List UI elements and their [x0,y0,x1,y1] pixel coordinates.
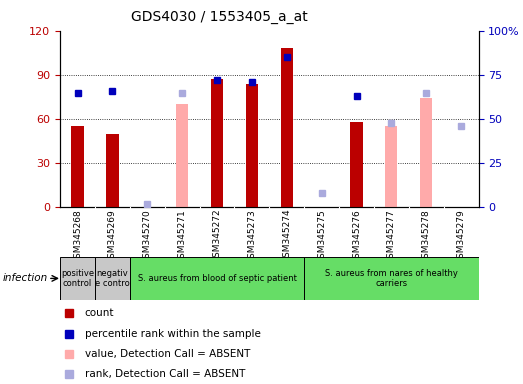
Bar [95,257,130,300]
Text: GSM345270: GSM345270 [143,209,152,263]
Text: GSM345279: GSM345279 [457,209,465,263]
Text: GSM345278: GSM345278 [422,209,431,263]
Text: percentile rank within the sample: percentile rank within the sample [85,329,260,339]
Bar [211,79,223,207]
Bar [246,84,258,207]
Bar [176,104,188,207]
Text: GSM345274: GSM345274 [282,209,291,263]
Bar [350,122,362,207]
Text: value, Detection Call = ABSENT: value, Detection Call = ABSENT [85,349,250,359]
Text: GSM345268: GSM345268 [73,209,82,263]
Text: GSM345275: GSM345275 [317,209,326,263]
Bar [385,126,397,207]
Bar [72,126,84,207]
Bar [281,48,293,207]
Text: GDS4030 / 1553405_a_at: GDS4030 / 1553405_a_at [131,10,308,23]
Text: GSM345277: GSM345277 [387,209,396,263]
Text: S. aureus from nares of healthy
carriers: S. aureus from nares of healthy carriers [325,269,458,288]
Bar [420,98,433,207]
Text: GSM345271: GSM345271 [178,209,187,263]
Text: GSM345269: GSM345269 [108,209,117,263]
Text: negativ
e contro: negativ e contro [95,269,130,288]
Text: positive
control: positive control [61,269,94,288]
Bar [60,257,95,300]
Text: GSM345276: GSM345276 [352,209,361,263]
Text: GSM345273: GSM345273 [247,209,256,263]
Bar [106,134,119,207]
Bar [130,257,304,300]
Text: count: count [85,308,114,318]
Text: rank, Detection Call = ABSENT: rank, Detection Call = ABSENT [85,369,245,379]
Bar [304,257,479,300]
Text: S. aureus from blood of septic patient: S. aureus from blood of septic patient [138,274,297,283]
Text: GSM345272: GSM345272 [212,209,222,263]
Text: infection: infection [3,273,48,283]
